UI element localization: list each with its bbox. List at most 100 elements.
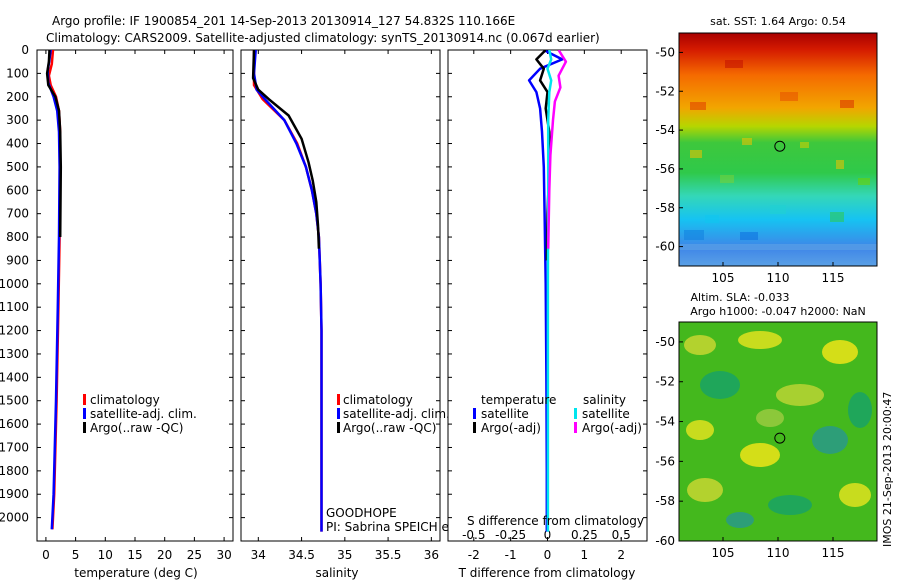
legend-label-argo: Argo(..raw -QC)	[343, 421, 436, 435]
map-y-tick-label: -54	[655, 123, 675, 137]
depth-tick-label: 1800	[0, 464, 29, 478]
sla-map-title-line1: Altim. SLA: -0.033	[690, 291, 789, 304]
map-x-tick-label: 110	[767, 546, 790, 560]
map-y-tick-label: -54	[655, 415, 675, 429]
map-y-tick-label: -50	[655, 45, 675, 59]
depth-tick-label: 0	[21, 43, 29, 57]
legend-swatch-s-argo	[574, 422, 577, 433]
x-tick-label: 34.5	[288, 548, 315, 562]
legend-heading-temperature: temperature	[481, 393, 556, 407]
sst-map-panel: sat. SST: 1.64 Argo: 0.54 105 110 115 -50 -5…	[655, 15, 878, 285]
x-tick-label: -1	[505, 548, 517, 562]
legend-label-climatology: climatology	[343, 393, 413, 407]
map-y-tick-label: -58	[655, 201, 675, 215]
x-tick-label: 5	[72, 548, 80, 562]
series-line-s-argo	[546, 50, 568, 249]
legend-label-s-satellite: satellite	[582, 407, 630, 421]
depth-tick-label: 500	[6, 160, 29, 174]
legend-label-climatology: climatology	[90, 393, 160, 407]
legend-heading-salinity: salinity	[583, 393, 626, 407]
series-line-s-satellite	[546, 50, 553, 532]
depth-tick-label: 800	[6, 230, 29, 244]
sst-map-texture	[684, 60, 870, 240]
sla-map-side-label: IMOS 21-Sep-2013 20:00:47	[881, 392, 894, 547]
map-y-tick-label: -56	[655, 454, 675, 468]
legend-swatch-t-argo	[473, 422, 476, 433]
s-diff-tick-label: 0	[544, 528, 552, 542]
depth-axis: 0 100 200 300 400 500 600 700 800 900 1000 1100 1200…	[0, 43, 233, 525]
sla-map-profile-marker	[774, 432, 786, 444]
x-tick-label: 36	[424, 548, 439, 562]
program-annotation: GOODHOPE	[326, 506, 397, 520]
legend-label-s-argo: Argo(-adj)	[582, 421, 642, 435]
depth-tick-label: 1000	[0, 277, 29, 291]
temperature-x-axis: 0 5 10 15 20 25 30	[42, 50, 232, 562]
difference-panel: -2 -1 0 1 2 -0.5 -0.25 0 0.25 0.5 T difference f…	[447, 49, 648, 580]
map-y-tick-label: -52	[655, 84, 675, 98]
series-line-argo	[45, 50, 63, 238]
difference-top-label: S difference from climatology	[467, 514, 644, 528]
s-diff-tick-label: 0.25	[571, 528, 598, 542]
legend-swatch-argo	[337, 422, 340, 433]
legend-label-satellite: satellite-adj. clim.	[343, 407, 450, 421]
legend-swatch-climatology	[83, 394, 86, 405]
figure-title-line2: Climatology: CARS2009. Satellite-adjuste…	[46, 31, 600, 45]
salinity-difference-axis: -0.5 -0.25 0 0.25 0.5	[462, 528, 631, 542]
depth-tick-label: 700	[6, 207, 29, 221]
x-tick-label: 35	[337, 548, 352, 562]
s-diff-tick-label: -0.5	[462, 528, 485, 542]
sla-map-texture	[684, 331, 872, 528]
x-tick-label: 2	[617, 548, 625, 562]
temperature-legend: climatology satellite-adj. clim. Argo(..…	[83, 393, 197, 435]
legend-swatch-argo	[83, 422, 86, 433]
x-tick-label: -2	[468, 548, 480, 562]
depth-tick-label: 300	[6, 113, 29, 127]
depth-tick-label: 1600	[0, 417, 29, 431]
legend-label-argo: Argo(..raw -QC)	[90, 421, 183, 435]
sst-map-profile-marker	[774, 140, 786, 152]
depth-tick-label: 1400	[0, 370, 29, 384]
salinity-xlabel: salinity	[315, 566, 358, 580]
series-line-satellite	[252, 50, 323, 532]
sst-map-field	[679, 33, 877, 266]
depth-tick-label: 1900	[0, 487, 29, 501]
x-tick-label: 15	[127, 548, 142, 562]
series-line-argo	[251, 50, 321, 249]
sst-map-land-strip	[679, 244, 877, 250]
x-tick-label: 25	[187, 548, 202, 562]
map-x-tick-label: 105	[712, 546, 735, 560]
map-y-tick-label: -58	[655, 494, 675, 508]
legend-swatch-t-satellite	[473, 408, 476, 419]
legend-label-satellite: satellite-adj. clim.	[90, 407, 197, 421]
s-diff-tick-label: 0.5	[612, 528, 631, 542]
x-tick-label: 30	[216, 548, 231, 562]
legend-swatch-climatology	[337, 394, 340, 405]
depth-tick-label: 600	[6, 183, 29, 197]
figure-title-line1: Argo profile: IF 1900854_201 14-Sep-2013…	[52, 14, 515, 28]
x-tick-label: 35.5	[375, 548, 402, 562]
sst-map-title: sat. SST: 1.64 Argo: 0.54	[710, 15, 846, 28]
x-tick-label: 10	[98, 548, 113, 562]
legend-swatch-s-satellite	[574, 408, 577, 419]
map-y-tick-label: -56	[655, 162, 675, 176]
map-x-tick-label: 110	[767, 271, 790, 285]
x-tick-label: 20	[157, 548, 172, 562]
x-tick-label: 34	[251, 548, 266, 562]
sla-map-title-line2: Argo h1000: -0.047 h2000: NaN	[690, 305, 866, 318]
depth-tick-label: 200	[6, 90, 29, 104]
map-x-tick-label: 115	[822, 546, 845, 560]
map-y-tick-label: -50	[655, 335, 675, 349]
depth-tick-label: 1100	[0, 300, 29, 314]
map-y-tick-label: -52	[655, 375, 675, 389]
temperature-axes-box	[36, 49, 234, 542]
salinity-x-axis: 34 34.5 35 35.5 36	[251, 50, 439, 562]
depth-tick-label: 1700	[0, 440, 29, 454]
depth-tick-label: 1500	[0, 394, 29, 408]
map-y-tick-label: -60	[655, 240, 675, 254]
map-y-tick-label: -60	[655, 534, 675, 548]
legend-label-t-argo: Argo(-adj)	[481, 421, 541, 435]
depth-tick-label: 900	[6, 253, 29, 267]
depth-tick-label: 100	[6, 66, 29, 80]
map-x-tick-label: 105	[712, 271, 735, 285]
